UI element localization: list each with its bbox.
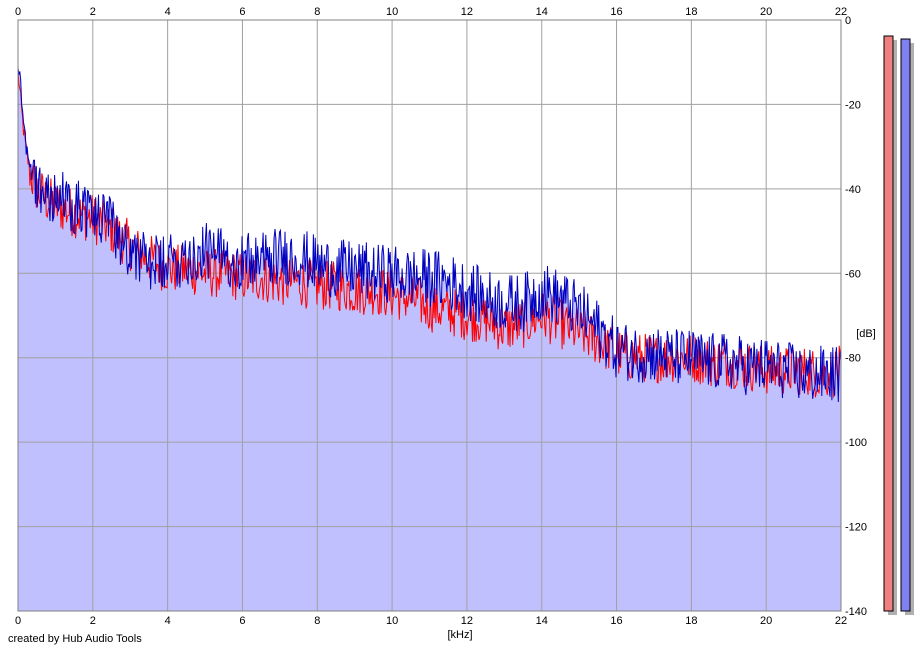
x-tick-labels-bottom: 0 2 4 6 8 10 12 14 16 18 20 22 <box>15 615 847 627</box>
x-tick-label-bottom-0: 0 <box>15 615 21 627</box>
y-tick-label-7: -140 <box>845 606 867 618</box>
x-tick-label-top-11: 22 <box>835 6 847 18</box>
x-tick-label-top-4: 8 <box>314 6 320 18</box>
x-tick-label-bottom-5: 10 <box>386 615 398 627</box>
x-tick-labels-top: 0 2 4 6 8 10 12 14 16 18 20 22 <box>15 6 847 18</box>
x-tick-label-bottom-6: 12 <box>461 615 473 627</box>
x-tick-label-top-5: 10 <box>386 6 398 18</box>
x-tick-label-top-0: 0 <box>15 6 21 18</box>
x-tick-label-top-6: 12 <box>461 6 473 18</box>
y-tick-label-0: 0 <box>845 15 851 27</box>
y-tick-label-1: -20 <box>845 99 861 111</box>
x-tick-label-bottom-9: 18 <box>685 615 697 627</box>
x-tick-label-bottom-10: 20 <box>760 615 772 627</box>
x-tick-label-bottom-11: 22 <box>835 615 847 627</box>
y-axis-label: [dB] <box>856 328 876 340</box>
y-tick-label-3: -60 <box>845 268 861 280</box>
spectrum-area-fill <box>18 67 841 611</box>
x-tick-label-bottom-3: 6 <box>239 615 245 627</box>
credit-text: created by Hub Audio Tools <box>8 633 142 645</box>
level-meter-blue <box>900 38 911 612</box>
plot-frame <box>17 19 842 612</box>
x-tick-label-bottom-8: 16 <box>610 615 622 627</box>
x-tick-label-top-9: 18 <box>685 6 697 18</box>
x-tick-label-top-7: 14 <box>536 6 548 18</box>
y-tick-label-6: -120 <box>845 522 867 534</box>
grid-lines <box>17 19 842 612</box>
y-tick-labels: 0 -20 -40 -60 -80 -100 -120 -140 <box>845 15 867 618</box>
x-tick-label-top-3: 6 <box>239 6 245 18</box>
y-tick-label-2: -40 <box>845 184 861 196</box>
level-meter-red <box>883 35 894 612</box>
x-tick-label-top-1: 2 <box>90 6 96 18</box>
x-tick-label-bottom-7: 14 <box>536 615 548 627</box>
x-tick-label-bottom-1: 2 <box>90 615 96 627</box>
y-tick-label-5: -100 <box>845 437 867 449</box>
x-tick-label-bottom-2: 4 <box>165 615 171 627</box>
series-line-blue <box>17 68 842 403</box>
x-tick-label-top-2: 4 <box>165 6 171 18</box>
x-tick-label-bottom-4: 8 <box>314 615 320 627</box>
y-tick-label-4: -80 <box>845 353 861 365</box>
x-tick-label-top-10: 20 <box>760 6 772 18</box>
x-axis-label: [kHz] <box>447 629 472 641</box>
x-tick-label-top-8: 16 <box>610 6 622 18</box>
